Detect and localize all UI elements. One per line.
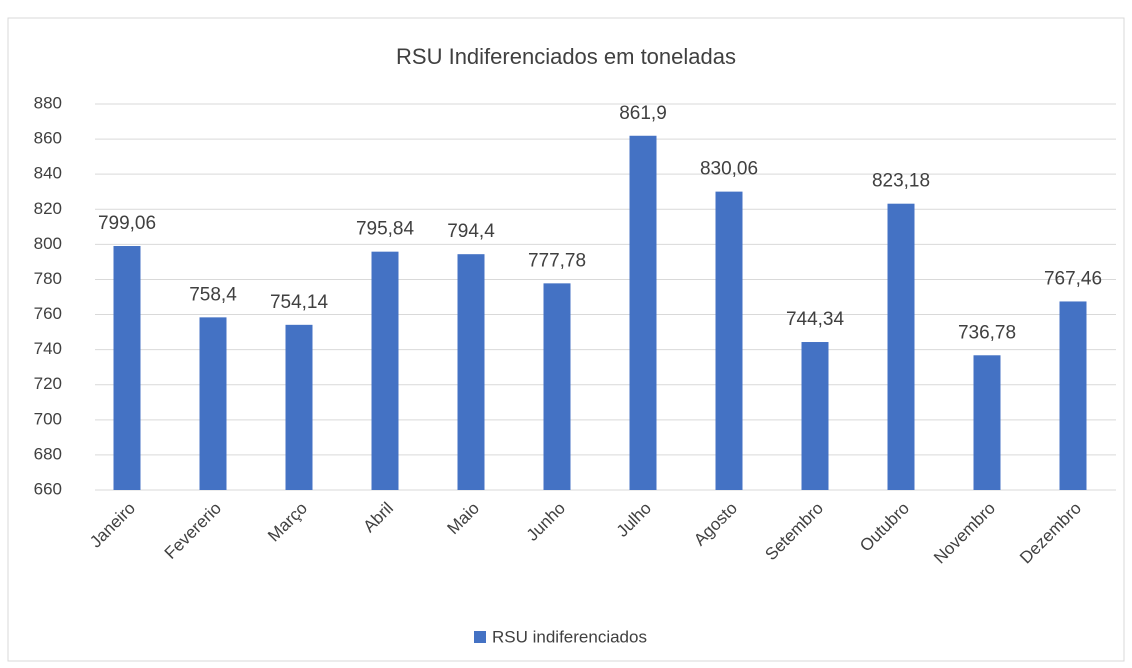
- bar: [629, 135, 657, 491]
- bar: [887, 203, 915, 490]
- data-label: 795,84: [356, 219, 415, 240]
- y-tick-label: 680: [34, 444, 62, 463]
- y-tick-label: 780: [34, 269, 62, 288]
- bar: [285, 324, 313, 490]
- legend-swatch: [474, 631, 486, 643]
- data-label: 861,9: [619, 103, 667, 124]
- data-label: 736,78: [958, 322, 1016, 343]
- data-label: 758,4: [189, 284, 237, 305]
- bar: [371, 251, 399, 490]
- y-tick-label: 720: [34, 374, 62, 393]
- y-tick-label: 820: [34, 199, 62, 218]
- data-label: 799,06: [98, 213, 156, 234]
- legend-label: RSU indiferenciados: [492, 627, 647, 646]
- data-label: 777,78: [528, 250, 586, 271]
- bar: [113, 246, 141, 490]
- y-tick-label: 660: [34, 479, 62, 498]
- bar: [199, 317, 227, 490]
- data-label: 744,34: [786, 309, 845, 330]
- y-tick-label: 740: [34, 339, 62, 358]
- data-label: 823,18: [872, 171, 930, 192]
- data-label: 794,4: [447, 221, 495, 242]
- y-tick-label: 700: [34, 409, 62, 428]
- data-label: 830,06: [700, 159, 758, 180]
- bar: [457, 254, 485, 490]
- y-tick-label: 800: [34, 234, 62, 253]
- bar: [715, 191, 743, 490]
- data-label: 767,46: [1044, 268, 1102, 289]
- y-tick-label: 840: [34, 164, 62, 183]
- data-label: 754,14: [270, 292, 329, 313]
- chart-title: RSU Indiferenciados em toneladas: [396, 44, 736, 69]
- y-tick-label: 860: [34, 129, 62, 148]
- bar: [1059, 301, 1087, 490]
- bar: [973, 355, 1001, 490]
- bar: [801, 342, 829, 490]
- y-tick-label: 760: [34, 304, 62, 323]
- bar: [543, 283, 571, 490]
- y-tick-label: 880: [34, 93, 62, 112]
